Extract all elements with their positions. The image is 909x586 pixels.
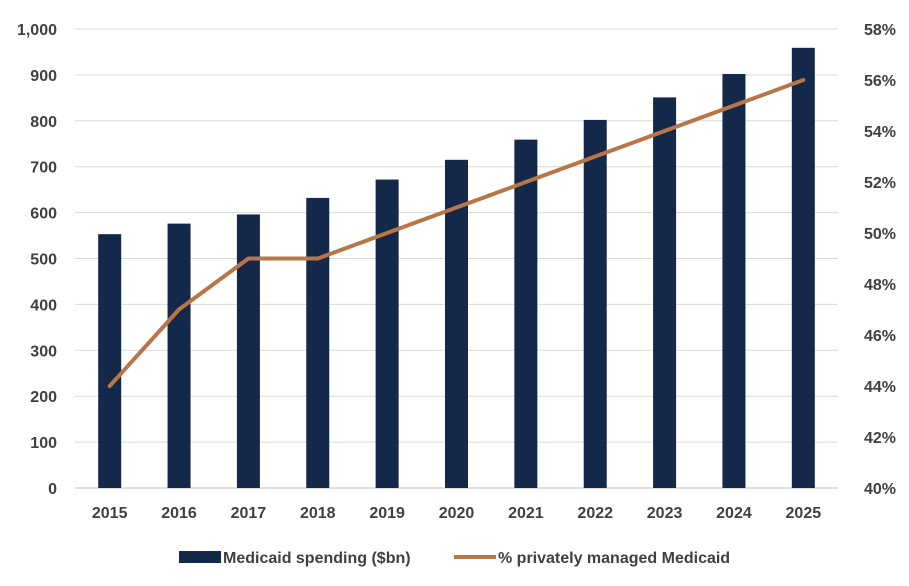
left-tick-label: 400: [30, 297, 57, 314]
left-tick-label: 800: [30, 114, 57, 131]
left-tick-label: 300: [30, 343, 57, 360]
left-tick-label: 900: [30, 68, 57, 85]
right-tick-label: 52%: [864, 175, 896, 192]
bars: [98, 47, 815, 489]
legend-label-bar: Medicaid spending ($bn): [223, 550, 411, 567]
x-tick-label: 2024: [716, 505, 752, 522]
x-tick-label: 2023: [647, 505, 683, 522]
x-tick-label: 2018: [300, 505, 336, 522]
x-tick-label: 2017: [231, 505, 267, 522]
legend-label-line: % privately managed Medicaid: [498, 550, 730, 567]
right-tick-label: 40%: [864, 481, 896, 498]
x-tick-label: 2021: [508, 505, 544, 522]
bar-2022: [583, 119, 607, 488]
line-series: [107, 78, 806, 388]
right-tick-label: 56%: [864, 73, 896, 90]
legend-swatch-bar: [179, 551, 221, 563]
bar-2023: [653, 97, 677, 489]
left-tick-label: 700: [30, 160, 57, 177]
bar-2024: [722, 73, 746, 489]
right-tick-label: 42%: [864, 430, 896, 447]
bar-2019: [375, 179, 399, 488]
right-tick-label: 50%: [864, 226, 896, 243]
left-tick-label: 600: [30, 206, 57, 223]
bar-2025: [791, 47, 815, 488]
left-tick-label: 200: [30, 389, 57, 406]
x-tick-label: 2016: [161, 505, 197, 522]
right-tick-label: 46%: [864, 328, 896, 345]
bar-2020: [445, 159, 468, 488]
right-axis: 40% 42% 44% 46% 48% 50% 52% 54% 56% 58%: [864, 22, 896, 498]
bar-2018: [306, 197, 330, 489]
left-tick-label: 0: [48, 481, 57, 498]
left-tick-label: 1,000: [17, 22, 57, 39]
left-tick-label: 100: [30, 435, 57, 452]
x-tick-label: 2025: [786, 505, 822, 522]
bar-2021: [514, 139, 538, 488]
right-tick-label: 44%: [864, 379, 896, 396]
right-tick-label: 58%: [864, 22, 896, 39]
left-tick-label: 500: [30, 252, 57, 269]
bar-2016: [167, 223, 191, 488]
legend: Medicaid spending ($bn) % privately mana…: [179, 550, 730, 567]
bar-2015: [98, 234, 122, 488]
x-tick-label: 2019: [369, 505, 405, 522]
right-tick-label: 48%: [864, 277, 896, 294]
x-tick-label: 2015: [92, 505, 128, 522]
right-tick-label: 54%: [864, 124, 896, 141]
x-tick-label: 2020: [439, 505, 475, 522]
x-axis: 2015 2016 2017 2018 2019 2020 2021 2022 2023 2024…: [92, 505, 821, 522]
left-axis: 0 100 200 300 400 500 600 700 800 900 1,000: [17, 22, 57, 498]
x-tick-label: 2022: [577, 505, 613, 522]
bar-2017: [236, 214, 260, 488]
